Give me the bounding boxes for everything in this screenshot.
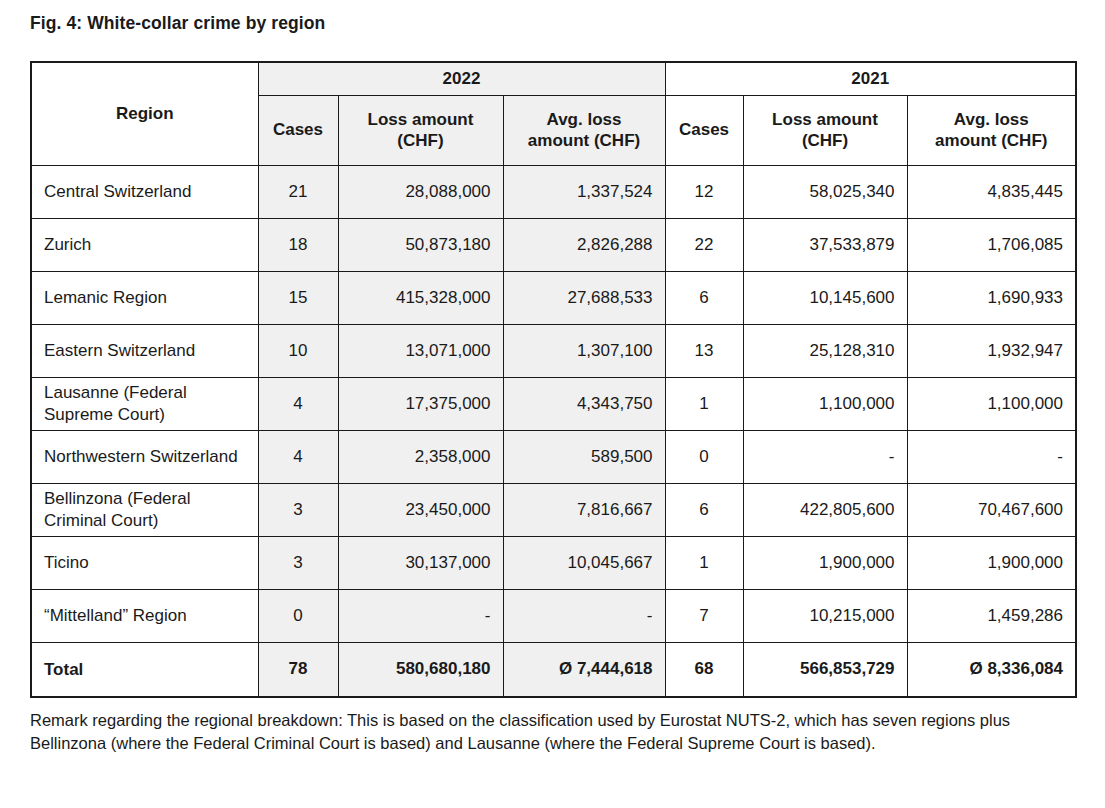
cases-2021-cell: 12 bbox=[665, 165, 743, 218]
table-row: Bellinzona (Federal Criminal Court) 3 23… bbox=[31, 483, 1076, 536]
white-collar-crime-table: Region 2022 2021 Cases Loss amount (CHF)… bbox=[30, 61, 1077, 698]
region-cell: Ticino bbox=[31, 536, 258, 589]
loss-2021-cell: 1,100,000 bbox=[743, 377, 907, 430]
region-cell: Central Switzerland bbox=[31, 165, 258, 218]
total-cases-2022-cell: 78 bbox=[258, 642, 338, 697]
avg-2022-cell: 1,337,524 bbox=[503, 165, 665, 218]
cases-header-2021: Cases bbox=[665, 95, 743, 165]
loss-2022-cell: 28,088,000 bbox=[338, 165, 503, 218]
avg-2022-cell: - bbox=[503, 589, 665, 642]
loss-header-label: Loss amount (CHF) bbox=[763, 109, 887, 152]
avg-2022-cell: 27,688,533 bbox=[503, 271, 665, 324]
year-header-2022: 2022 bbox=[258, 62, 665, 95]
loss-2021-cell: 10,215,000 bbox=[743, 589, 907, 642]
cases-2022-cell: 0 bbox=[258, 589, 338, 642]
cases-2021-cell: 13 bbox=[665, 324, 743, 377]
total-loss-2021-cell: 566,853,729 bbox=[743, 642, 907, 697]
table-row: “Mittelland” Region 0 - - 7 10,215,000 1… bbox=[31, 589, 1076, 642]
region-cell: Bellinzona (Federal Criminal Court) bbox=[31, 483, 258, 536]
avg-2021-cell: 70,467,600 bbox=[907, 483, 1076, 536]
year-header-2021: 2021 bbox=[665, 62, 1076, 95]
avg-2022-cell: 7,816,667 bbox=[503, 483, 665, 536]
avg-2021-cell: 1,900,000 bbox=[907, 536, 1076, 589]
cases-2022-cell: 10 bbox=[258, 324, 338, 377]
loss-2021-cell: 10,145,600 bbox=[743, 271, 907, 324]
avg-2022-cell: 10,045,667 bbox=[503, 536, 665, 589]
cases-2022-cell: 18 bbox=[258, 218, 338, 271]
loss-2022-cell: 23,450,000 bbox=[338, 483, 503, 536]
avg-2022-cell: 4,343,750 bbox=[503, 377, 665, 430]
avg-2021-cell: 4,835,445 bbox=[907, 165, 1076, 218]
table-row: Lausanne (Federal Supreme Court) 4 17,37… bbox=[31, 377, 1076, 430]
total-cases-2021-cell: 68 bbox=[665, 642, 743, 697]
loss-2022-cell: 415,328,000 bbox=[338, 271, 503, 324]
loss-2022-cell: 17,375,000 bbox=[338, 377, 503, 430]
avg-2022-cell: 2,826,288 bbox=[503, 218, 665, 271]
avg-2021-cell: 1,932,947 bbox=[907, 324, 1076, 377]
cases-2021-cell: 22 bbox=[665, 218, 743, 271]
region-cell: Northwestern Switzerland bbox=[31, 430, 258, 483]
loss-2021-cell: 25,128,310 bbox=[743, 324, 907, 377]
loss-2022-cell: 30,137,000 bbox=[338, 536, 503, 589]
region-cell: Eastern Switzerland bbox=[31, 324, 258, 377]
table-row: Ticino 3 30,137,000 10,045,667 1 1,900,0… bbox=[31, 536, 1076, 589]
total-avg-2022-cell: Ø 7,444,618 bbox=[503, 642, 665, 697]
total-row: Total 78 580,680,180 Ø 7,444,618 68 566,… bbox=[31, 642, 1076, 697]
table-row: Zurich 18 50,873,180 2,826,288 22 37,533… bbox=[31, 218, 1076, 271]
remark-text: Remark regarding the regional breakdown:… bbox=[30, 709, 1075, 755]
year-header-row: Region 2022 2021 bbox=[31, 62, 1076, 95]
cases-2021-cell: 1 bbox=[665, 377, 743, 430]
region-cell: “Mittelland” Region bbox=[31, 589, 258, 642]
avg-header-2021: Avg. loss amount (CHF) bbox=[907, 95, 1076, 165]
avg-2021-cell: 1,459,286 bbox=[907, 589, 1076, 642]
cases-2021-cell: 1 bbox=[665, 536, 743, 589]
loss-2022-cell: 13,071,000 bbox=[338, 324, 503, 377]
cases-2021-cell: 0 bbox=[665, 430, 743, 483]
total-avg-2021-cell: Ø 8,336,084 bbox=[907, 642, 1076, 697]
loss-header-2021: Loss amount (CHF) bbox=[743, 95, 907, 165]
cases-2022-cell: 3 bbox=[258, 536, 338, 589]
region-cell: Lemanic Region bbox=[31, 271, 258, 324]
loss-2022-cell: 50,873,180 bbox=[338, 218, 503, 271]
avg-2021-cell: 1,100,000 bbox=[907, 377, 1076, 430]
avg-2021-cell: - bbox=[907, 430, 1076, 483]
loss-2021-cell: 1,900,000 bbox=[743, 536, 907, 589]
cases-2022-cell: 4 bbox=[258, 430, 338, 483]
figure-title: Fig. 4: White-collar crime by region bbox=[30, 13, 1075, 34]
cases-header-2022: Cases bbox=[258, 95, 338, 165]
region-column-header: Region bbox=[31, 62, 258, 165]
total-label-cell: Total bbox=[31, 642, 258, 697]
loss-2021-cell: 422,805,600 bbox=[743, 483, 907, 536]
table-row: Eastern Switzerland 10 13,071,000 1,307,… bbox=[31, 324, 1076, 377]
cases-2022-cell: 4 bbox=[258, 377, 338, 430]
region-cell: Zurich bbox=[31, 218, 258, 271]
loss-header-label: Loss amount (CHF) bbox=[359, 109, 483, 152]
avg-header-label: Avg. loss amount (CHF) bbox=[522, 109, 646, 152]
avg-2021-cell: 1,706,085 bbox=[907, 218, 1076, 271]
avg-header-label: Avg. loss amount (CHF) bbox=[929, 109, 1053, 152]
table-row: Northwestern Switzerland 4 2,358,000 589… bbox=[31, 430, 1076, 483]
loss-2021-cell: - bbox=[743, 430, 907, 483]
cases-2022-cell: 21 bbox=[258, 165, 338, 218]
cases-2022-cell: 15 bbox=[258, 271, 338, 324]
cases-2021-cell: 6 bbox=[665, 483, 743, 536]
avg-2022-cell: 1,307,100 bbox=[503, 324, 665, 377]
region-cell: Lausanne (Federal Supreme Court) bbox=[31, 377, 258, 430]
document-page: Fig. 4: White-collar crime by region Reg… bbox=[0, 0, 1105, 755]
cases-2021-cell: 6 bbox=[665, 271, 743, 324]
total-loss-2022-cell: 580,680,180 bbox=[338, 642, 503, 697]
avg-2022-cell: 589,500 bbox=[503, 430, 665, 483]
avg-header-2022: Avg. loss amount (CHF) bbox=[503, 95, 665, 165]
loss-2022-cell: - bbox=[338, 589, 503, 642]
table-row: Lemanic Region 15 415,328,000 27,688,533… bbox=[31, 271, 1076, 324]
avg-2021-cell: 1,690,933 bbox=[907, 271, 1076, 324]
loss-2022-cell: 2,358,000 bbox=[338, 430, 503, 483]
table-row: Central Switzerland 21 28,088,000 1,337,… bbox=[31, 165, 1076, 218]
cases-2022-cell: 3 bbox=[258, 483, 338, 536]
loss-2021-cell: 37,533,879 bbox=[743, 218, 907, 271]
cases-2021-cell: 7 bbox=[665, 589, 743, 642]
loss-2021-cell: 58,025,340 bbox=[743, 165, 907, 218]
loss-header-2022: Loss amount (CHF) bbox=[338, 95, 503, 165]
